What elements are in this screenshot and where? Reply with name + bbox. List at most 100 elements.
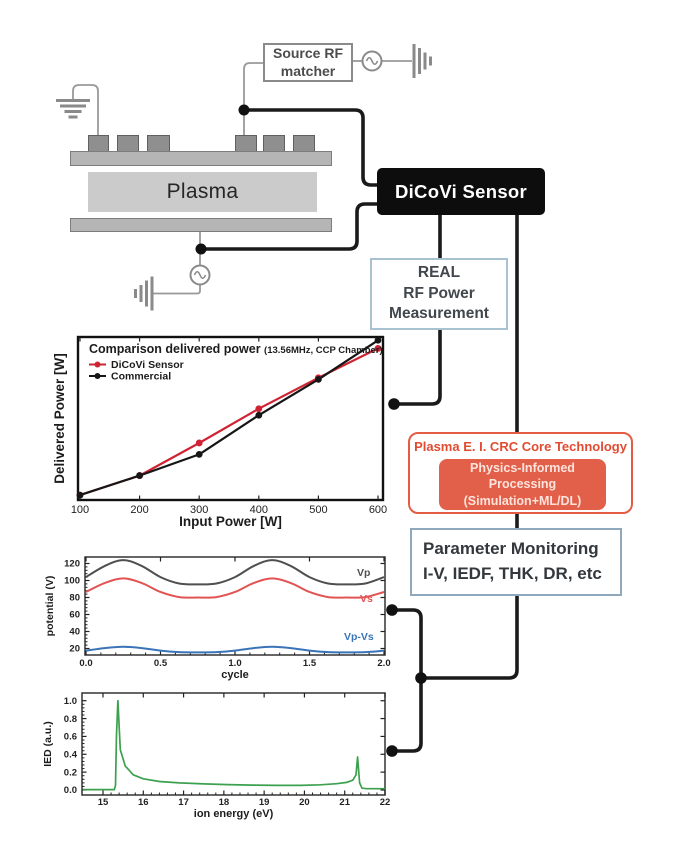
chart-comparison-delivered-power: 100 200 300 400 500 600 Input Power [W] Deliver… bbox=[50, 322, 395, 530]
junction-dot bbox=[238, 104, 250, 116]
wire-topleft-ground bbox=[72, 84, 99, 136]
svg-text:1.0: 1.0 bbox=[228, 658, 241, 669]
wire-dicovi-to-monitoring bbox=[421, 215, 519, 680]
data-point bbox=[315, 375, 322, 383]
svg-text:cycle: cycle bbox=[221, 669, 249, 681]
data-point bbox=[374, 336, 382, 344]
svg-text:20: 20 bbox=[299, 797, 310, 808]
svg-text:1.0: 1.0 bbox=[64, 696, 77, 707]
matcher-line1: Source RF bbox=[272, 45, 343, 61]
dicovi-sensor-label: DiCoVi Sensor bbox=[394, 180, 528, 202]
physics-informed-processing-box: Physics-Informed Processing (Simulation+… bbox=[439, 459, 606, 510]
legend-label: Commercial bbox=[111, 371, 171, 383]
bottom-electrode bbox=[70, 218, 332, 232]
chart-ion-energy-distribution: 15 16 17 18 19 20 21 22 0.0 0.2 0.4 0.6 0.8 1.0 ion en… bbox=[35, 686, 395, 820]
junction-dot bbox=[415, 672, 427, 684]
svg-text:0.2: 0.2 bbox=[64, 767, 77, 778]
data-point bbox=[195, 439, 203, 447]
electrode-block bbox=[88, 135, 109, 152]
core-inner-line2: Processing bbox=[488, 477, 557, 492]
ground-icon bbox=[412, 44, 432, 78]
junction-dot bbox=[195, 243, 207, 255]
svg-text:22: 22 bbox=[380, 797, 391, 808]
data-point bbox=[76, 491, 84, 499]
plot-frame bbox=[76, 335, 385, 502]
parameter-monitoring-box: Parameter Monitoring I-V, IEDF, THK, DR,… bbox=[410, 528, 622, 596]
svg-text:16: 16 bbox=[138, 797, 149, 808]
electrode-block bbox=[263, 135, 285, 152]
legend-label: DiCoVi Sensor bbox=[111, 359, 184, 371]
chart-svg-comparison: 100 200 300 400 500 600 Input Power [W] Deliver… bbox=[52, 335, 387, 529]
param-line2: I-V, IEDF, THK, DR, etc bbox=[423, 564, 602, 583]
svg-text:0.5: 0.5 bbox=[154, 658, 168, 669]
core-inner-line1: Physics-Informed bbox=[470, 461, 575, 476]
series-line-Vs bbox=[85, 577, 385, 599]
core-technology-box: Plasma E. I. CRC Core Technology Physics… bbox=[408, 432, 633, 514]
svg-text:20: 20 bbox=[69, 644, 80, 655]
svg-text:Delivered Power [W]: Delivered Power [W] bbox=[52, 353, 67, 484]
param-line1: Parameter Monitoring bbox=[423, 539, 599, 559]
junction-dot bbox=[386, 604, 398, 616]
core-inner-line3: (Simulation+ML/DL) bbox=[463, 493, 582, 508]
plasma-label: Plasma bbox=[166, 180, 239, 203]
wire-ac-to-ground-bottom bbox=[153, 284, 201, 295]
svg-text:0.0: 0.0 bbox=[64, 785, 77, 796]
wire-bottom-electrode-to-dicovi bbox=[201, 202, 379, 251]
svg-text:21: 21 bbox=[339, 797, 350, 808]
svg-text:100: 100 bbox=[64, 576, 80, 587]
data-point bbox=[136, 472, 143, 479]
svg-text:300: 300 bbox=[190, 504, 208, 516]
source-rf-matcher-box: Source RF matcher bbox=[263, 43, 353, 82]
electrode-block bbox=[147, 135, 170, 152]
svg-text:200: 200 bbox=[130, 504, 148, 516]
series-inline-label: Vp-Vs bbox=[344, 631, 374, 643]
svg-text:0.4: 0.4 bbox=[64, 749, 78, 760]
plot-frame bbox=[84, 556, 386, 656]
data-point bbox=[374, 345, 382, 352]
svg-text:600: 600 bbox=[369, 504, 387, 516]
ground-icon bbox=[56, 99, 90, 119]
svg-text:17: 17 bbox=[178, 797, 189, 808]
real-line3: Measurement bbox=[389, 305, 489, 323]
core-technology-title: Plasma E. I. CRC Core Technology bbox=[414, 439, 627, 454]
series-inline-label: Vs bbox=[360, 593, 373, 605]
real-line1: REAL bbox=[417, 263, 461, 281]
electrode-block bbox=[293, 135, 315, 152]
svg-text:19: 19 bbox=[259, 797, 270, 808]
chart-svg-potential: 0.0 0.5 1.0 1.5 2.0 20 40 60 80 100 120 cycle potent… bbox=[44, 556, 391, 681]
data-point bbox=[255, 411, 263, 419]
svg-text:40: 40 bbox=[69, 627, 80, 638]
svg-text:120: 120 bbox=[64, 559, 80, 570]
series-line-Vp-Vs bbox=[85, 645, 385, 654]
svg-text:500: 500 bbox=[309, 504, 327, 516]
chart-title: Comparison delivered power (13.56MHz, CC… bbox=[89, 342, 383, 356]
matcher-line2: matcher bbox=[280, 62, 336, 79]
svg-text:ion energy (eV): ion energy (eV) bbox=[194, 808, 274, 820]
svg-text:2.0: 2.0 bbox=[377, 658, 390, 669]
wire-dicovi-to-power-chart bbox=[395, 215, 442, 406]
svg-text:Input Power [W]: Input Power [W] bbox=[179, 514, 282, 529]
ac-source-icon bbox=[189, 264, 211, 286]
real-rf-power-measurement-box: REAL RF Power Measurement bbox=[370, 258, 508, 330]
svg-text:0.8: 0.8 bbox=[64, 714, 77, 725]
electrode-block bbox=[235, 135, 257, 152]
svg-text:potential (V): potential (V) bbox=[44, 576, 56, 637]
series-line-Commercial bbox=[79, 339, 379, 497]
series-inline-label: Vp bbox=[357, 567, 370, 579]
chart-potential-vs-cycle: 0.0 0.5 1.0 1.5 2.0 20 40 60 80 100 120 cycle potent… bbox=[35, 548, 395, 682]
data-point bbox=[255, 405, 263, 413]
junction-dots bbox=[195, 104, 427, 757]
svg-text:80: 80 bbox=[69, 593, 80, 604]
electrode-block bbox=[117, 135, 139, 152]
series-line-Vp bbox=[85, 559, 385, 586]
junction-dot bbox=[388, 398, 400, 410]
svg-text:IED (a.u.): IED (a.u.) bbox=[42, 721, 54, 767]
wire-matcher-to-electrode bbox=[243, 62, 263, 136]
plot-frame bbox=[81, 692, 386, 796]
svg-text:18: 18 bbox=[219, 797, 230, 808]
svg-text:0.6: 0.6 bbox=[64, 732, 77, 743]
svg-text:60: 60 bbox=[69, 610, 80, 621]
svg-text:100: 100 bbox=[71, 504, 89, 516]
